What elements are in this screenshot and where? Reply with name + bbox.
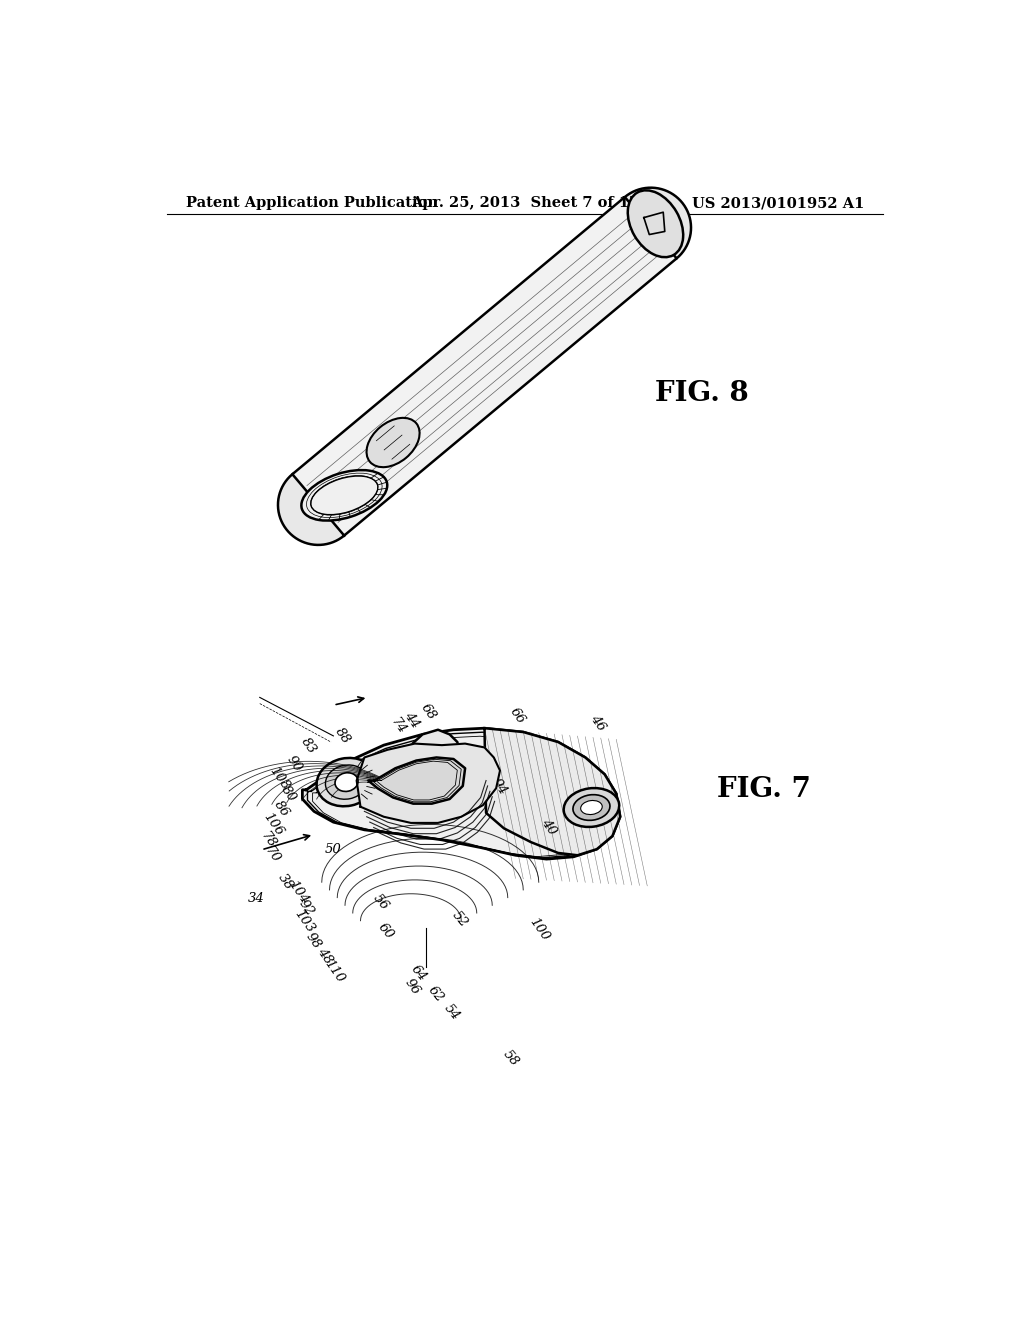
Text: 70: 70 — [262, 843, 283, 865]
Text: 80: 80 — [279, 783, 298, 804]
Text: 64: 64 — [409, 964, 429, 985]
Text: 86: 86 — [271, 799, 292, 820]
Text: 54: 54 — [441, 1002, 462, 1023]
Polygon shape — [484, 729, 621, 855]
Text: 98: 98 — [303, 931, 324, 952]
Text: 60: 60 — [376, 920, 396, 941]
Text: 46: 46 — [588, 711, 608, 733]
Text: 106: 106 — [261, 810, 286, 838]
Ellipse shape — [573, 795, 610, 820]
Text: 110: 110 — [322, 957, 347, 986]
Text: 108: 108 — [266, 764, 291, 792]
Text: 103: 103 — [292, 908, 316, 936]
Polygon shape — [399, 730, 460, 789]
Text: 62: 62 — [426, 983, 446, 1005]
Text: 83: 83 — [299, 735, 319, 756]
Text: 94: 94 — [489, 776, 510, 797]
Text: 38: 38 — [275, 871, 295, 892]
Ellipse shape — [326, 766, 368, 799]
Text: US 2013/0101952 A1: US 2013/0101952 A1 — [692, 197, 864, 210]
Text: 40: 40 — [539, 817, 559, 838]
Text: 44: 44 — [401, 709, 422, 730]
Text: Apr. 25, 2013  Sheet 7 of 17: Apr. 25, 2013 Sheet 7 of 17 — [411, 197, 639, 210]
Text: 72: 72 — [416, 766, 436, 787]
Text: 68: 68 — [418, 702, 438, 723]
Text: 66: 66 — [507, 705, 527, 726]
Text: 56: 56 — [370, 892, 391, 913]
Text: 74: 74 — [388, 715, 408, 737]
Polygon shape — [278, 474, 344, 545]
Polygon shape — [625, 187, 691, 259]
Text: 78: 78 — [258, 829, 278, 850]
Text: 92: 92 — [296, 896, 315, 919]
Ellipse shape — [335, 772, 358, 792]
Text: 58: 58 — [500, 1047, 521, 1068]
Ellipse shape — [628, 190, 683, 257]
Ellipse shape — [367, 418, 420, 467]
Ellipse shape — [316, 758, 377, 807]
Text: 48: 48 — [314, 945, 335, 966]
Text: 104: 104 — [286, 878, 311, 907]
Text: 52: 52 — [450, 908, 470, 929]
Text: 50: 50 — [325, 843, 341, 857]
Polygon shape — [369, 758, 465, 804]
Text: Patent Application Publication: Patent Application Publication — [186, 197, 438, 210]
Text: FIG. 7: FIG. 7 — [717, 776, 811, 804]
Ellipse shape — [563, 788, 620, 826]
Text: 96: 96 — [402, 977, 422, 998]
Polygon shape — [293, 197, 677, 536]
Ellipse shape — [301, 470, 387, 520]
Polygon shape — [302, 729, 621, 859]
Text: FIG. 8: FIG. 8 — [655, 380, 749, 407]
Text: 90: 90 — [285, 754, 305, 775]
Polygon shape — [356, 743, 500, 822]
Ellipse shape — [581, 800, 602, 814]
Text: 34: 34 — [248, 892, 265, 904]
Text: 88: 88 — [332, 725, 352, 746]
Text: 100: 100 — [526, 915, 552, 942]
